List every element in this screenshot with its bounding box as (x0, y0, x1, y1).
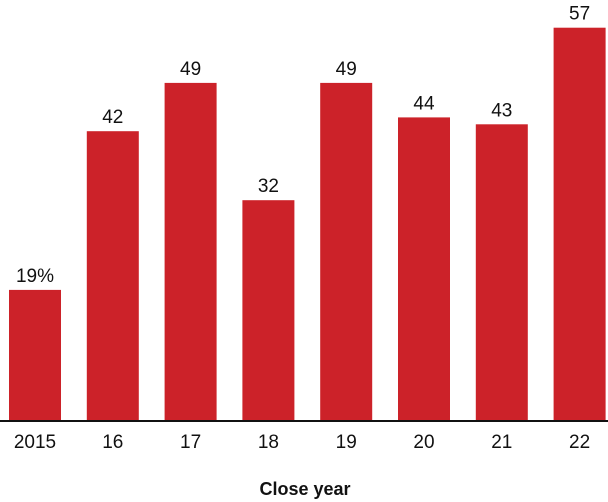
x-tick-label-16: 16 (102, 432, 123, 453)
x-tick-label-20: 20 (413, 432, 434, 453)
data-label-21: 43 (491, 100, 512, 121)
data-label-16: 42 (102, 107, 123, 128)
x-tick-label-22: 22 (569, 432, 590, 453)
data-label-17: 49 (180, 59, 201, 80)
bar-20 (398, 117, 450, 422)
x-tick-label-21: 21 (491, 432, 512, 453)
bar-16 (86, 131, 139, 421)
bar-2015 (9, 289, 61, 421)
bar-18 (242, 200, 295, 421)
bar-22 (553, 27, 606, 421)
x-tick-label-19: 19 (336, 432, 357, 453)
x-tick-label-2015: 2015 (14, 432, 56, 453)
data-label-19: 49 (336, 59, 357, 80)
x-tick-label-17: 17 (180, 432, 201, 453)
bar-17 (164, 82, 217, 422)
data-labels-group: 19% 42 49 32 49 44 43 57 (16, 4, 590, 287)
data-label-2015: 19% (16, 266, 54, 287)
bars-group (9, 27, 606, 422)
x-tick-label-18: 18 (258, 432, 279, 453)
data-label-18: 32 (258, 176, 279, 197)
bar-21 (475, 124, 528, 422)
x-tick-labels-group: 2015 16 17 18 19 20 21 22 (14, 432, 590, 453)
x-axis-title: Close year (259, 479, 350, 499)
data-label-22: 57 (569, 4, 590, 25)
data-label-20: 44 (413, 93, 435, 114)
bar-19 (320, 82, 373, 422)
